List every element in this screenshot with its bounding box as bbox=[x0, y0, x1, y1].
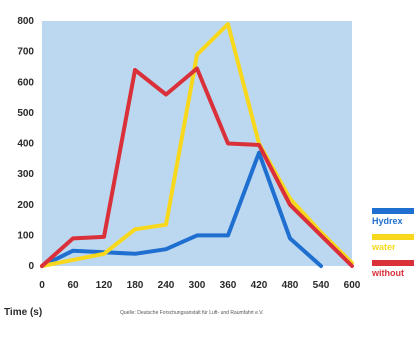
x-tick-label: 360 bbox=[220, 280, 237, 291]
x-tick-label: 240 bbox=[158, 280, 175, 291]
series-lines bbox=[40, 22, 354, 268]
series-line-without bbox=[40, 66, 354, 268]
y-axis: 0 100 200 300 400 500 600 700 800 bbox=[17, 16, 34, 272]
x-axis-label: Time (s) bbox=[4, 307, 42, 318]
series-line-hydrex bbox=[40, 150, 323, 268]
y-tick-label: 200 bbox=[17, 200, 34, 211]
legend-swatch bbox=[372, 260, 414, 266]
x-tick-label: 0 bbox=[39, 280, 45, 291]
x-tick-label: 180 bbox=[127, 280, 144, 291]
x-tick-label: 420 bbox=[251, 280, 268, 291]
y-tick-label: 800 bbox=[17, 16, 34, 27]
legend: Hydrex water without bbox=[371, 208, 414, 278]
series-line-water bbox=[40, 22, 354, 268]
y-tick-label: 700 bbox=[17, 47, 34, 58]
source-note: Quelle: Deutsche Forschungsanstalt für L… bbox=[120, 310, 264, 316]
legend-label: water bbox=[371, 242, 396, 252]
x-tick-label: 300 bbox=[189, 280, 206, 291]
x-tick-label: 60 bbox=[67, 280, 79, 291]
y-tick-label: 300 bbox=[17, 169, 34, 180]
y-tick-label: 100 bbox=[17, 230, 34, 241]
y-tick-label: 0 bbox=[28, 261, 34, 272]
legend-label: Hydrex bbox=[372, 216, 403, 226]
y-tick-label: 600 bbox=[17, 77, 34, 88]
y-tick-label: 500 bbox=[17, 108, 34, 119]
x-tick-label: 480 bbox=[282, 280, 299, 291]
legend-label: without bbox=[371, 268, 404, 278]
x-tick-label: 540 bbox=[313, 280, 330, 291]
x-axis: 0 60 120 180 240 300 360 420 480 540 600 bbox=[39, 280, 361, 291]
legend-swatch bbox=[372, 208, 414, 214]
legend-swatch bbox=[372, 234, 414, 240]
x-tick-label: 600 bbox=[344, 280, 361, 291]
x-tick-label: 120 bbox=[96, 280, 113, 291]
y-tick-label: 400 bbox=[17, 139, 34, 150]
